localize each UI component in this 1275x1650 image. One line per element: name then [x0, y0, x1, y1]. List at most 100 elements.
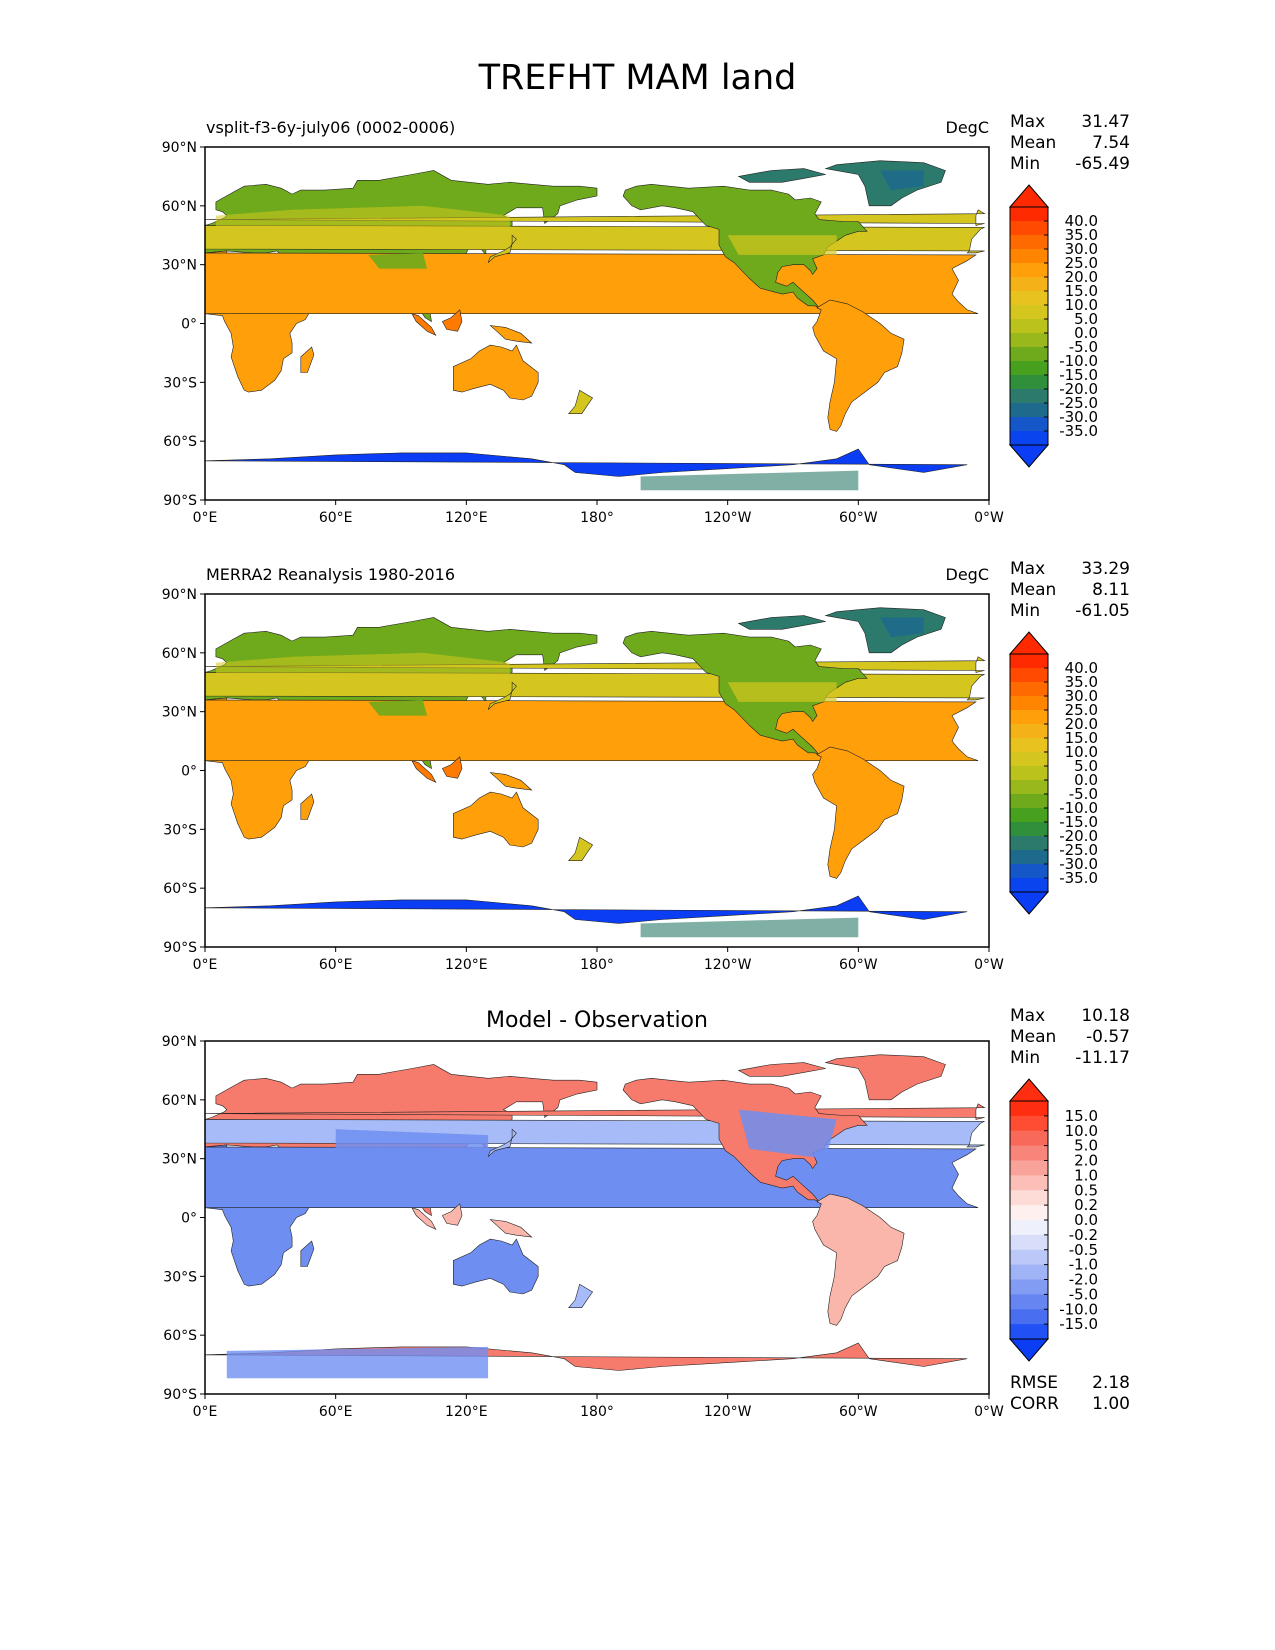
map — [205, 1041, 989, 1394]
lat-tick-label: 60°N — [162, 199, 197, 215]
colorbar-swatch — [1010, 305, 1048, 320]
lon-tick-label: 180° — [580, 1404, 614, 1420]
colorbar-swatch — [1010, 263, 1048, 278]
colorbar-label: -2.0 — [1069, 1271, 1098, 1289]
colorbar-label: 20.0 — [1065, 268, 1098, 286]
colorbar-label: -30.0 — [1059, 855, 1098, 873]
colorbar-label: -5.0 — [1069, 1285, 1098, 1303]
lat-tick-label: 30°S — [163, 375, 197, 391]
lat-tick-label: 60°N — [162, 1093, 197, 1109]
us-band — [727, 235, 837, 255]
colorbar-label: 0.0 — [1074, 1211, 1098, 1229]
greenland-core — [880, 170, 924, 191]
lon-tick-label: 120°E — [445, 957, 488, 973]
colorbar-label: -10.0 — [1059, 799, 1098, 817]
lat-tick-label: 0° — [181, 317, 197, 333]
colorbar-label: 0.0 — [1074, 771, 1098, 789]
colorbar-label: 15.0 — [1065, 282, 1098, 300]
stat-value: -0.57 — [1086, 1027, 1130, 1047]
colorbar-label: 5.0 — [1074, 757, 1098, 775]
colorbar-swatch — [1010, 207, 1048, 222]
land-madagascar — [300, 1240, 315, 1267]
land-samerica — [812, 299, 905, 432]
west-antarctica — [640, 470, 859, 491]
colorbar-swatch — [1010, 654, 1048, 669]
colorbar-swatch — [1010, 836, 1048, 851]
lat-tick-label: 30°S — [163, 822, 197, 838]
map — [205, 147, 989, 500]
colorbar-label: -25.0 — [1059, 841, 1098, 859]
land-madagascar — [300, 793, 315, 820]
panel-figure: vsplit-f3-6y-july06 (0002-0006) DegC Max 31… — [162, 112, 1130, 526]
land-antarctica — [205, 448, 968, 500]
lat-tick-label: 30°N — [162, 258, 197, 274]
colorbar-swatch — [1010, 1145, 1048, 1161]
lon-tick-label: 120°W — [704, 510, 752, 526]
land-canada_islands — [737, 1062, 826, 1077]
colorbar-swatch — [1010, 333, 1048, 348]
colorbar-swatch — [1010, 724, 1048, 739]
colorbar-label: 20.0 — [1065, 715, 1098, 733]
stat-value: 31.47 — [1081, 112, 1130, 132]
lat-tick-label: 30°S — [163, 1269, 197, 1285]
lat-tick-label: 90°N — [162, 587, 197, 603]
colorbar-swatch — [1010, 1160, 1048, 1176]
colorbar-under-arrow — [1008, 891, 1050, 915]
lat-tick-label: 90°S — [163, 493, 197, 509]
colorbar-swatch — [1010, 668, 1048, 683]
lon-tick-label: 60°E — [319, 1404, 353, 1420]
midlat-band — [215, 652, 510, 693]
lat-tick-label: 60°N — [162, 646, 197, 662]
colorbar-label: 5.0 — [1074, 310, 1098, 328]
colorbar-swatch — [1010, 1279, 1048, 1295]
colorbar-label: -25.0 — [1059, 394, 1098, 412]
colorbar-label: 25.0 — [1065, 701, 1098, 719]
colorbar-swatch — [1010, 1324, 1048, 1340]
lon-tick-label: 60°E — [319, 510, 353, 526]
lon-tick-label: 60°W — [839, 957, 878, 973]
lon-tick-label: 60°W — [839, 1404, 878, 1420]
panel-difference: Model - Observation Max 10.18 Mean -0.57 Min -… — [0, 1004, 1275, 1474]
colorbar-swatch — [1010, 1249, 1048, 1266]
land-nz — [568, 1283, 594, 1309]
lon-tick-label: 120°E — [445, 1404, 488, 1420]
stat-value: -65.49 — [1075, 154, 1130, 174]
panel-model: vsplit-f3-6y-july06 (0002-0006) DegC Max 31… — [0, 110, 1275, 580]
colorbar-label: -10.0 — [1059, 1300, 1098, 1318]
colorbar-swatch — [1010, 347, 1048, 362]
stat-value: 7.54 — [1092, 133, 1130, 153]
lon-tick-label: 180° — [580, 957, 614, 973]
stat-value: 10.18 — [1081, 1006, 1130, 1026]
colorbar-label: -20.0 — [1059, 380, 1098, 398]
stat-label: Mean — [1010, 133, 1056, 153]
land-australia — [452, 344, 539, 401]
colorbar-label: -5.0 — [1069, 785, 1098, 803]
colorbar-swatch — [1010, 696, 1048, 711]
lat-tick-label: 0° — [181, 1211, 197, 1227]
footer-stat-label: CORR — [1010, 1394, 1059, 1414]
colorbar-label: -0.2 — [1069, 1226, 1098, 1244]
colorbar-label: 35.0 — [1065, 226, 1098, 244]
lon-tick-label: 120°E — [445, 510, 488, 526]
land-newguinea — [489, 772, 533, 791]
lat-tick-label: 30°N — [162, 1152, 197, 1168]
lon-tick-label: 0°W — [974, 1404, 1004, 1420]
colorbar-label: 40.0 — [1065, 212, 1098, 230]
map-axes: 90°N 60°N 30°N 0° 30°S 60°S 90°S0°E 60°E 120°E 18… — [162, 1034, 1004, 1420]
stat-value: 8.11 — [1092, 580, 1130, 600]
lon-tick-label: 120°W — [704, 1404, 752, 1420]
land-samerica — [812, 746, 905, 879]
colorbar-swatch — [1010, 808, 1048, 823]
colorbar-label: -15.0 — [1059, 366, 1098, 384]
stat-label: Mean — [1010, 580, 1056, 600]
colorbar-under-arrow — [1008, 444, 1050, 468]
tibet-cold — [368, 699, 428, 716]
land-africa_west — [205, 252, 979, 314]
stat-label: Max — [1010, 1006, 1045, 1026]
land-europe_west — [205, 1119, 985, 1148]
land-samerica — [812, 1193, 905, 1326]
stat-value: -11.17 — [1075, 1048, 1130, 1068]
land-newguinea — [489, 325, 533, 344]
colorbar-swatch — [1010, 822, 1048, 837]
lon-tick-label: 0°E — [193, 1404, 218, 1420]
